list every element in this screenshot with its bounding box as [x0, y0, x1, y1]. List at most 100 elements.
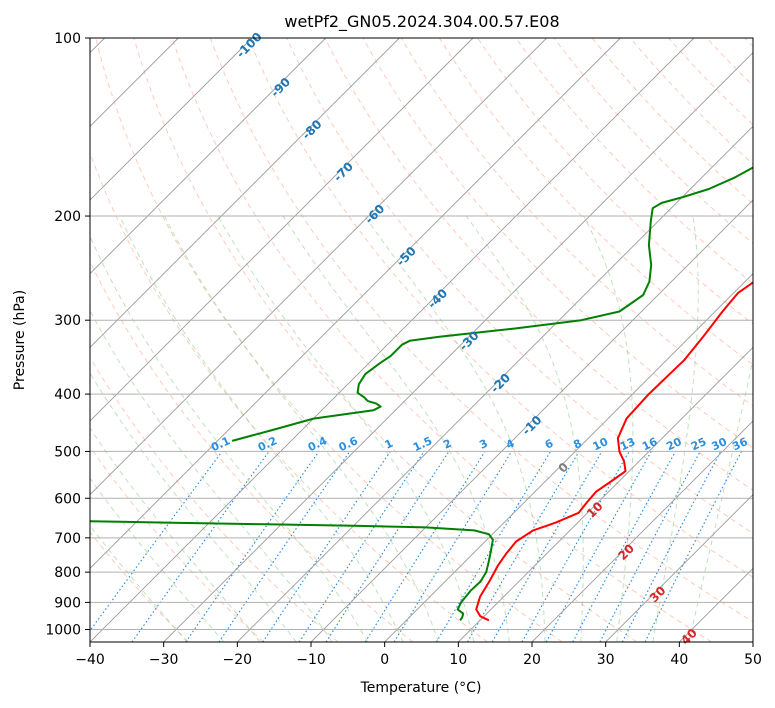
y-tick-label: 1000 — [45, 622, 81, 638]
isotherm-label: -60 — [362, 202, 387, 227]
dry-adiabat — [668, 38, 753, 126]
mixing-ratio-line — [545, 451, 652, 642]
x-tick-label: −30 — [149, 652, 179, 668]
x-tick-label: 30 — [597, 652, 615, 668]
dry-adiabat — [90, 151, 488, 642]
isotherm-line — [605, 494, 753, 642]
x-axis-label: Temperature (°C) — [360, 680, 482, 696]
dry-adiabat — [209, 38, 753, 623]
mixing-ratio-line — [572, 451, 676, 642]
mixing-ratio-line — [599, 451, 701, 642]
dry-adiabat — [553, 38, 753, 245]
x-tick-label: 50 — [744, 652, 762, 668]
isotherm-line — [237, 125, 753, 642]
dry-adiabat — [90, 531, 190, 642]
isotherm-line — [310, 199, 753, 642]
dry-adiabat — [438, 38, 753, 366]
x-tick-label: −10 — [296, 652, 326, 668]
mixing-ratio-line — [393, 451, 513, 642]
isotherm-label: 0 — [555, 460, 571, 476]
isotherm-label: -10 — [519, 413, 544, 438]
dry-adiabat — [95, 38, 563, 642]
isotherm-label: -20 — [488, 371, 513, 396]
mixing-ratio-label: 4 — [504, 437, 517, 452]
x-tick-label: 10 — [449, 652, 467, 668]
dry-adiabat — [744, 38, 753, 48]
dry-adiabat — [248, 38, 753, 578]
moist-adiabat — [119, 215, 404, 642]
mixing-ratio-line — [521, 451, 630, 642]
moist-adiabat — [688, 356, 753, 642]
isotherm-line — [679, 567, 753, 642]
mixing-ratio-label: 2 — [441, 437, 453, 452]
plot-frame — [89, 37, 754, 643]
isotherm-line — [458, 346, 753, 642]
isotherm-line — [752, 641, 753, 642]
moist-adiabat — [217, 215, 475, 642]
isotherm-line — [531, 420, 753, 642]
isotherm-label: -50 — [394, 244, 419, 269]
moist-adiabat — [364, 215, 546, 642]
isotherm-line — [90, 38, 621, 569]
y-tick-label: 400 — [54, 387, 81, 403]
moist-adiabat — [465, 215, 584, 642]
y-tick-label: 900 — [54, 595, 81, 611]
x-tick-label: −20 — [223, 652, 253, 668]
chart-title: wetPf2_GN05.2024.304.00.57.E08 — [284, 12, 559, 32]
moist-adiabat — [90, 309, 333, 642]
mixing-ratio-line — [435, 451, 552, 642]
mixing-ratio-label: 13 — [618, 435, 637, 453]
dry-adiabat — [400, 38, 753, 407]
isotherm-line — [90, 38, 547, 496]
background-lines — [90, 38, 753, 642]
mixing-ratio-label: 10 — [591, 435, 611, 453]
y-tick-label: 500 — [54, 444, 81, 460]
mixing-ratio-label: 36 — [730, 435, 750, 453]
x-tick-label: 40 — [670, 652, 688, 668]
moist-adiabat — [164, 215, 439, 642]
moist-adiabat — [90, 427, 261, 642]
mixing-ratio-line — [90, 451, 223, 632]
moist-adiabat — [90, 235, 369, 642]
dry-adiabat — [90, 445, 264, 642]
mixing-ratio-label: 16 — [640, 435, 660, 453]
mixing-ratio-label: 30 — [710, 435, 730, 453]
mixing-ratio-line — [185, 451, 320, 642]
dry-adiabat — [171, 38, 712, 642]
isotherm-label: -100 — [234, 30, 265, 61]
x-tick-label: −40 — [75, 652, 105, 668]
grid-lines — [90, 38, 753, 642]
mixing-ratio-label: 25 — [689, 435, 708, 453]
moist-adiabat — [90, 477, 225, 642]
temperature-profile — [475, 281, 753, 622]
isotherm-label: 20 — [615, 541, 637, 563]
dewpoint-profile — [90, 520, 494, 621]
line-labels: 0.1 0.2 0.4 0.6 1 1.5 2 3 4 6 8 10 13 16 20 25 30 36-100-… — [209, 30, 750, 648]
y-axis-ticks: 1000 900 800 700 600 500 400 300 200 100 — [45, 31, 90, 638]
isotherm-line — [163, 52, 753, 642]
mixing-ratio-line — [325, 451, 450, 642]
y-tick-label: 100 — [54, 31, 81, 47]
isotherm-line — [90, 38, 474, 422]
dry-adiabat — [706, 38, 753, 87]
mixing-ratio-line — [262, 451, 391, 642]
x-tick-label: 0 — [380, 652, 389, 668]
moist-adiabat — [282, 215, 510, 642]
dry-adiabat — [90, 356, 339, 642]
y-tick-label: 200 — [54, 209, 81, 225]
isotherm-line — [384, 273, 753, 642]
isotherm-line — [90, 38, 695, 642]
isotherm-label: -70 — [331, 159, 356, 184]
isotherm-label: -80 — [299, 117, 324, 142]
mixing-ratio-line — [298, 451, 425, 642]
mixing-ratio-label: 1 — [383, 437, 395, 452]
mixing-ratio-line — [621, 451, 722, 642]
isotherm-label: -90 — [268, 75, 293, 100]
mixing-ratio-line — [218, 451, 351, 642]
y-tick-label: 800 — [54, 565, 81, 581]
sounding-profiles — [90, 166, 753, 622]
y-tick-label: 700 — [54, 531, 81, 547]
moist-adiabat — [90, 524, 188, 642]
isotherm-line — [90, 38, 400, 348]
